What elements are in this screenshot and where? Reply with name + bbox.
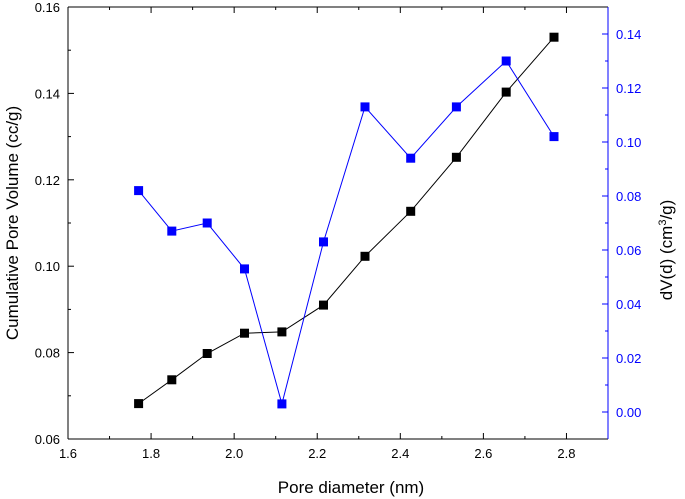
y-axis-left-title: Cumulative Pore Volume (cc/g) — [3, 106, 22, 340]
dvd-point — [240, 264, 249, 274]
dvd-point — [501, 56, 511, 66]
cumulative-volume-point — [167, 375, 177, 385]
cumulative-volume-point — [134, 399, 144, 409]
x-tick-label: 2.2 — [308, 446, 326, 461]
x-tick-label: 2.0 — [225, 446, 243, 461]
y-axis-right-title-part-2: /g) — [657, 200, 676, 220]
axes-layer: 1.6 1.8 2.0 2.2 2.4 2.6 2.8 0.06 0.08 0.10 0.12 0.1… — [35, 0, 642, 461]
y-left-tick-label: 0.08 — [35, 346, 60, 361]
y-right-tick-label: 0.04 — [616, 297, 641, 312]
x-axis-title: Pore diameter (nm) — [278, 478, 424, 497]
dvd-point — [319, 237, 328, 247]
y-left-tick-label: 0.14 — [35, 86, 60, 101]
x-tick-label: 1.8 — [142, 446, 160, 461]
dvd-point — [277, 399, 287, 409]
cumulative-volume-point — [406, 206, 416, 216]
cumulative-volume-point — [451, 152, 461, 162]
y-right-tick-label: 0.08 — [616, 189, 641, 204]
cumulative-volume-point — [240, 328, 249, 338]
y-axis-right-title-part-1: dV(d) (cm — [657, 226, 676, 301]
y-left-tick-label: 0.10 — [35, 259, 60, 274]
dvd-point — [360, 102, 370, 112]
cumulative-volume-point — [501, 87, 511, 97]
y-right-tick-label: 0.00 — [616, 405, 641, 420]
y-left-tick-label: 0.06 — [35, 432, 60, 447]
x-tick-label: 1.6 — [59, 446, 77, 461]
x-tick-label: 2.6 — [474, 446, 492, 461]
dvd-point — [167, 226, 177, 236]
dvd-point — [406, 153, 416, 163]
y-right-tick-label: 0.12 — [616, 81, 641, 96]
y-right-tick-label: 0.06 — [616, 243, 641, 258]
cumulative-volume-point — [277, 327, 287, 337]
dvd-point — [202, 218, 212, 228]
cumulative-volume-point — [549, 32, 559, 42]
x-tick-label: 2.4 — [391, 446, 409, 461]
y-right-tick-label: 0.14 — [616, 27, 641, 42]
cumulative-volume-point — [360, 251, 370, 261]
labels-layer: Pore diameter (nm) Cumulative Pore Volum… — [3, 106, 676, 497]
y-right-tick-label: 0.02 — [616, 351, 641, 366]
y-axis-right-title: dV(d) (cm3/g) — [657, 200, 676, 301]
x-tick-label: 2.8 — [557, 446, 575, 461]
y-right-tick-label: 0.10 — [616, 135, 641, 150]
dvd-point — [451, 102, 461, 112]
dvd-line — [138, 60, 555, 406]
cumulative-volume-line — [138, 36, 555, 405]
dvd-point — [134, 186, 144, 196]
cumulative-volume-point — [202, 349, 212, 358]
cumulative-volume-point — [319, 300, 328, 310]
y-axis-right-title-superscript: 3 — [657, 220, 669, 226]
dvd-point — [549, 132, 559, 142]
series-layer — [134, 32, 559, 409]
y-left-tick-label: 0.12 — [35, 173, 60, 188]
y-left-tick-label: 0.16 — [35, 0, 60, 15]
